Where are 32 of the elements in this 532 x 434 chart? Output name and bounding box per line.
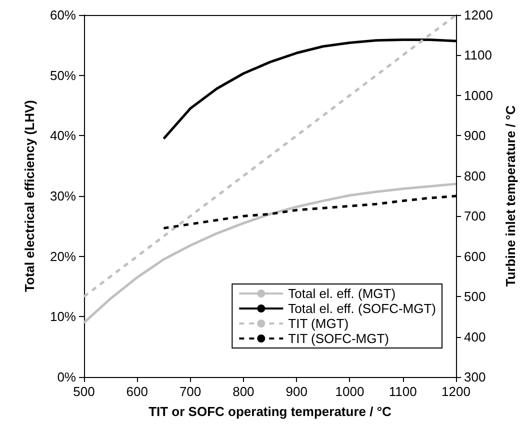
y-tick-label: 60% — [50, 8, 76, 22]
x-tick-label: 800 — [232, 384, 254, 399]
y2-axis-title: Turbine inlet temperature / °C — [502, 104, 518, 287]
y2-tick-label: 600 — [464, 248, 486, 264]
legend-label: Total el. eff. (MGT) — [288, 286, 396, 301]
x-tick-label: 1000 — [335, 384, 364, 399]
x-axis-title: TIT or SOFC operating temperature / °C — [148, 404, 392, 419]
y-tick-label: 20% — [50, 248, 76, 264]
y-axis-title: Total electrical efficiency (LHV) — [22, 100, 37, 292]
x-tick-label: 900 — [286, 384, 308, 399]
y-tick-label: 0% — [57, 370, 76, 384]
legend-label: TIT (SOFC-MGT) — [288, 331, 390, 346]
y2-tick-label: 800 — [464, 168, 486, 184]
y2-tick-label: 700 — [464, 208, 486, 224]
y2-tick-label: 1200 — [464, 8, 493, 22]
y2-tick-label: 300 — [464, 370, 486, 384]
x-tick-label: 700 — [179, 384, 202, 399]
y-tick-label: 50% — [50, 68, 76, 83]
y2-tick-label: 1000 — [464, 88, 493, 103]
x-tick-label: 1100 — [388, 384, 417, 399]
y2-tick-label: 900 — [464, 128, 486, 144]
y2-tick-label: 1100 — [464, 48, 492, 63]
y-tick-label: 30% — [50, 188, 76, 204]
legend-label: Total el. eff. (SOFC-MGT) — [288, 301, 436, 316]
x-tick-label: 500 — [73, 384, 95, 399]
y2-tick-label: 500 — [464, 289, 486, 304]
legend-label: TIT (MGT) — [288, 316, 349, 331]
x-tick-label: 600 — [126, 384, 148, 399]
y-tick-label: 10% — [50, 309, 76, 324]
y2-tick-label: 400 — [464, 329, 486, 344]
x-tick-label: 1200 — [442, 384, 470, 399]
y-tick-label: 40% — [50, 128, 76, 144]
